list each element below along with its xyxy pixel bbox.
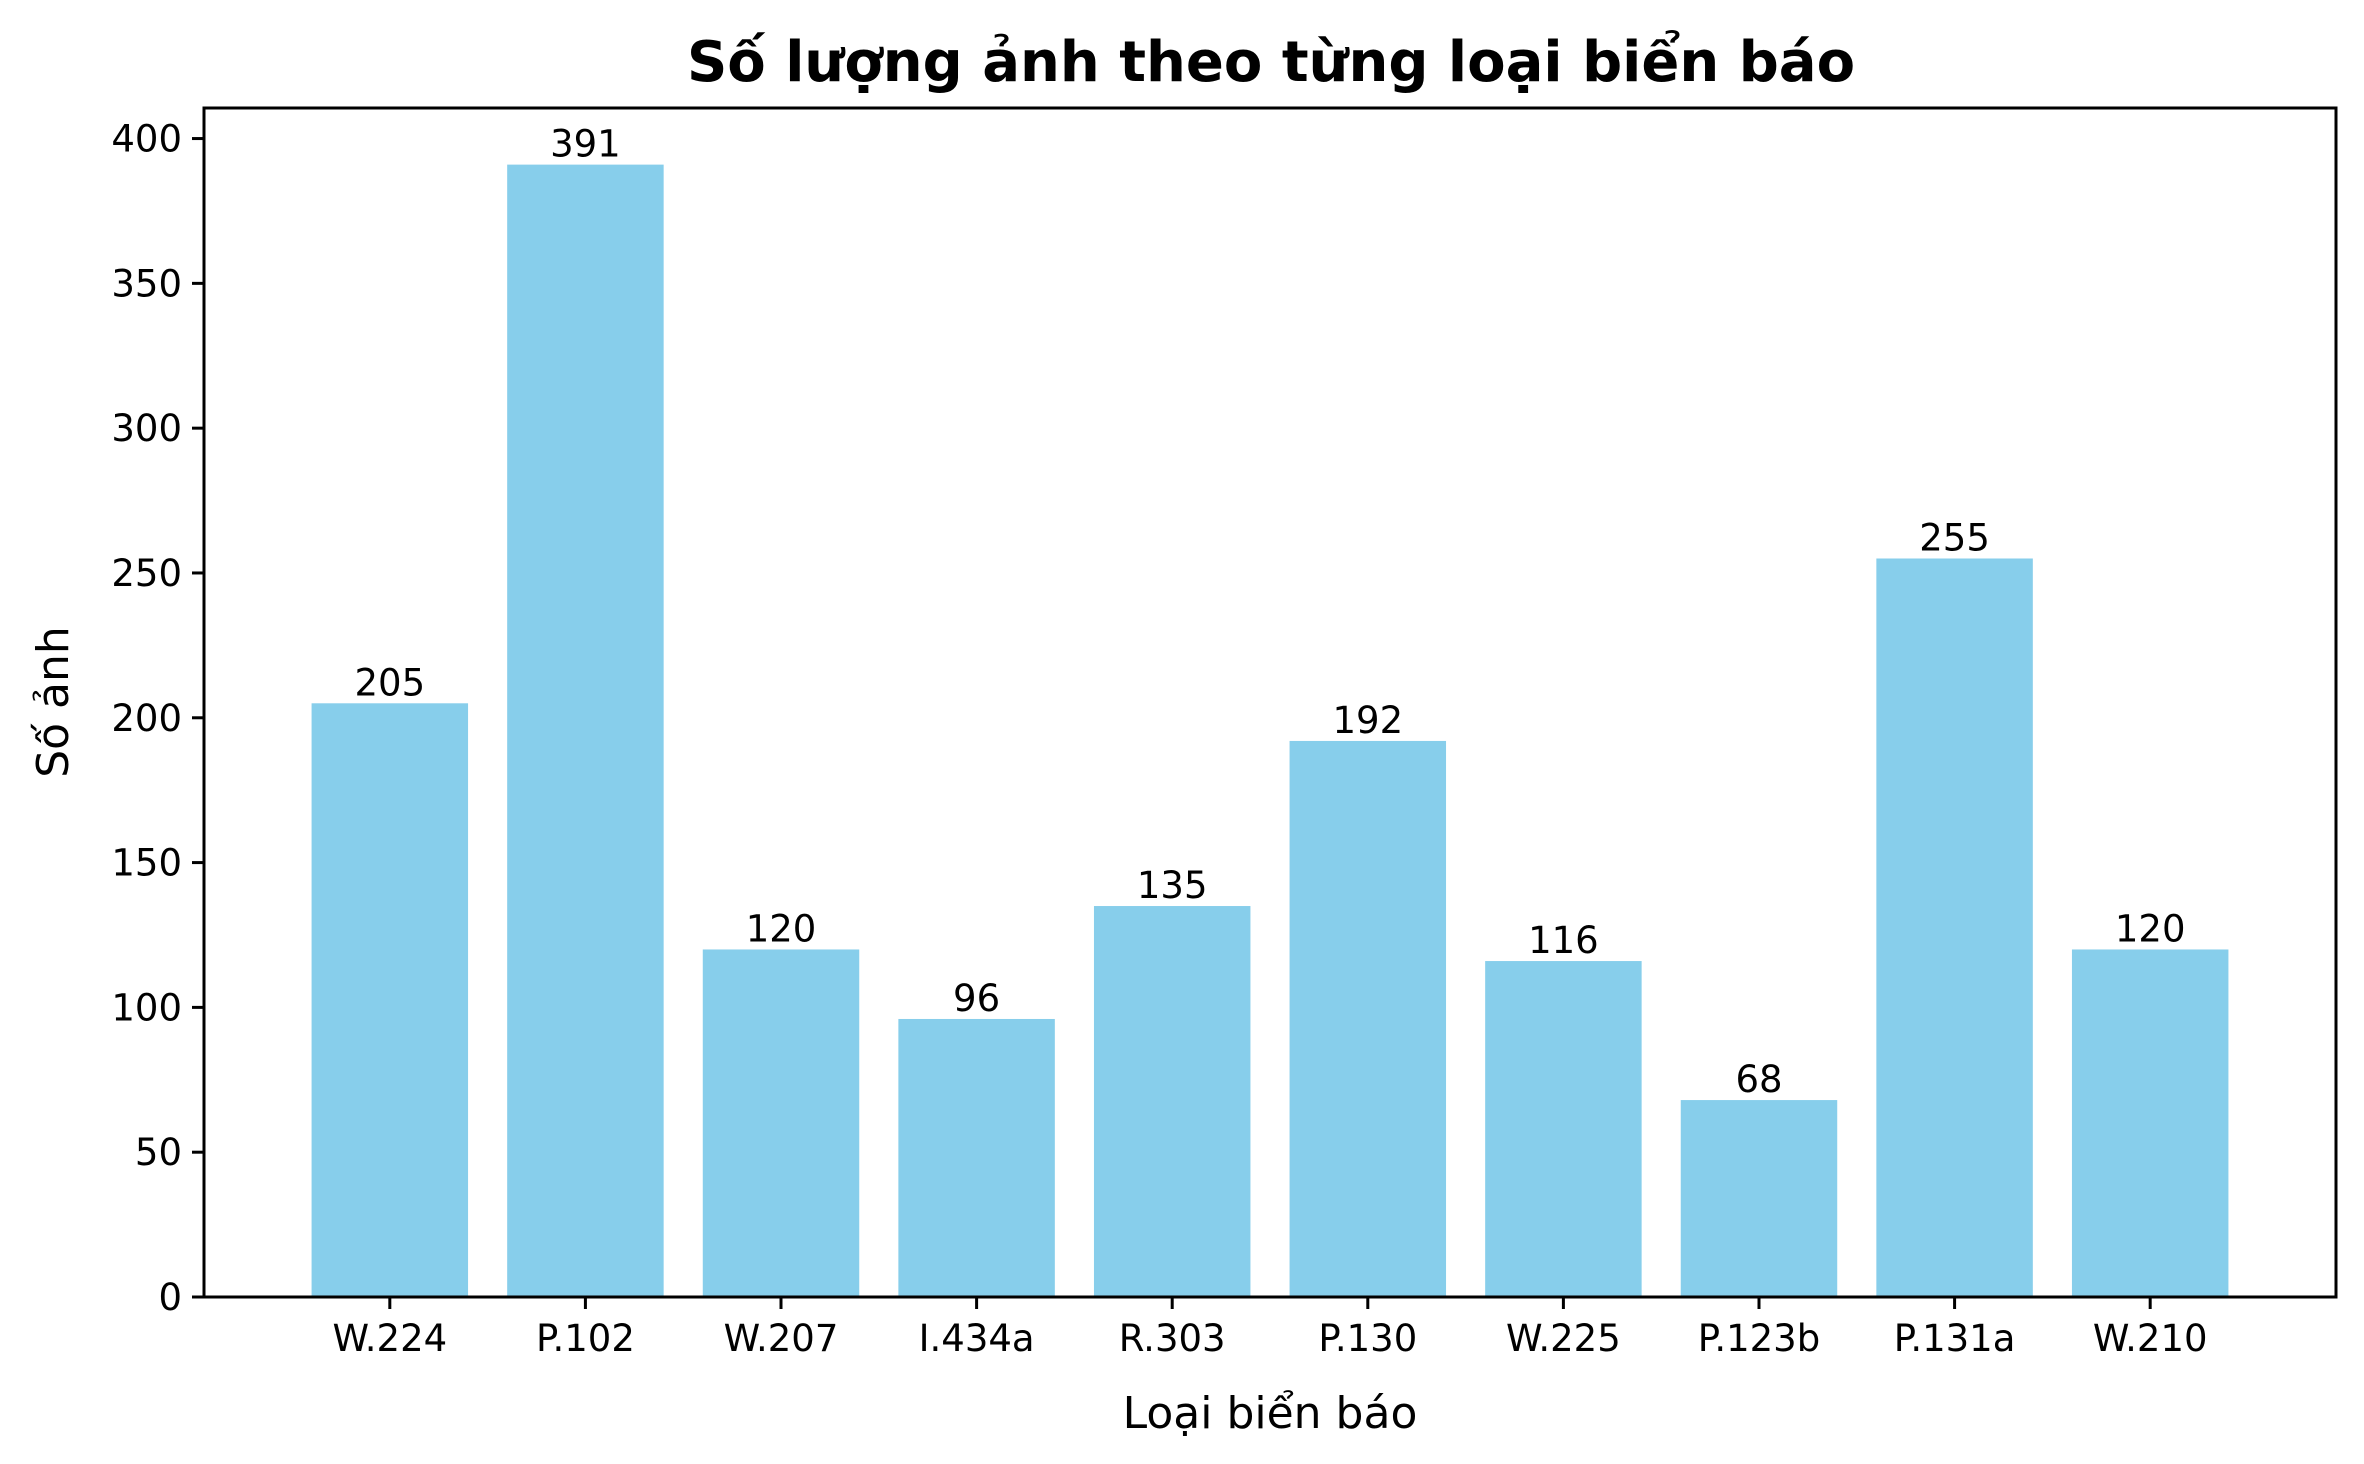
data-label-P.123b: 68 (1735, 1058, 1782, 1101)
y-tick-label-100: 100 (111, 986, 182, 1029)
x-tick-label-R.303: R.303 (1119, 1317, 1226, 1360)
x-tick-label-W.225: W.225 (1506, 1317, 1621, 1360)
y-tick-label-400: 400 (111, 118, 182, 161)
data-label-P.130: 192 (1332, 699, 1403, 742)
bar-I.434a (898, 1018, 1055, 1297)
bar-R.303 (1093, 906, 1251, 1297)
x-tick-label-P.123b: P.123b (1698, 1317, 1820, 1360)
bar-W.207 (702, 949, 860, 1297)
data-label-R.303: 135 (1137, 864, 1208, 907)
bar-P.130 (1289, 740, 1447, 1297)
y-tick-label-250: 250 (111, 552, 182, 595)
y-tick-label-350: 350 (111, 262, 182, 305)
y-tick-label-50: 50 (135, 1131, 182, 1174)
y-tick-label-150: 150 (111, 842, 182, 885)
bar-P.102 (507, 164, 664, 1298)
x-tick-label-P.131a: P.131a (1894, 1317, 2016, 1360)
bar-P.131a (1876, 558, 2033, 1297)
x-tick-label-P.102: P.102 (536, 1317, 635, 1360)
bar-W.210 (2071, 949, 2229, 1297)
chart-title: Số lượng ảnh theo từng loại biển báo (687, 30, 1855, 95)
data-label-W.224: 205 (355, 661, 426, 704)
data-label-P.102: 391 (550, 123, 621, 166)
x-tick-label-W.210: W.210 (2093, 1317, 2208, 1360)
y-tick-label-0: 0 (158, 1276, 182, 1319)
bar-P.123b (1680, 1100, 1838, 1297)
x-axis-label: Loại biển báo (1123, 1388, 1418, 1439)
data-label-I.434a: 96 (953, 977, 1000, 1020)
data-label-W.225: 116 (1528, 919, 1599, 962)
y-axis: 0 50 100 150 200 250 300 350 400 (111, 118, 204, 1319)
bar-W.225 (1485, 961, 1642, 1297)
data-label-W.207: 120 (746, 907, 817, 950)
y-axis-label: Số ảnh (28, 626, 79, 778)
x-tick-label-W.207: W.207 (724, 1317, 839, 1360)
x-axis: W.224 P.102 W.207 I.434a R.303 P.130 W.225 P.12… (332, 1297, 2208, 1360)
plot-frame (202, 106, 2338, 1299)
x-tick-label-W.224: W.224 (332, 1317, 447, 1360)
x-tick-label-I.434a: I.434a (919, 1317, 1035, 1360)
y-tick-label-300: 300 (111, 407, 182, 450)
x-tick-label-P.130: P.130 (1318, 1317, 1417, 1360)
data-label-P.131a: 255 (1919, 516, 1990, 559)
bar-W.224 (311, 703, 469, 1297)
plot-area: 205 391 120 96 135 192 116 68 255 120 (311, 123, 2229, 1298)
data-label-W.210: 120 (2115, 907, 2186, 950)
y-tick-label-200: 200 (111, 697, 182, 740)
